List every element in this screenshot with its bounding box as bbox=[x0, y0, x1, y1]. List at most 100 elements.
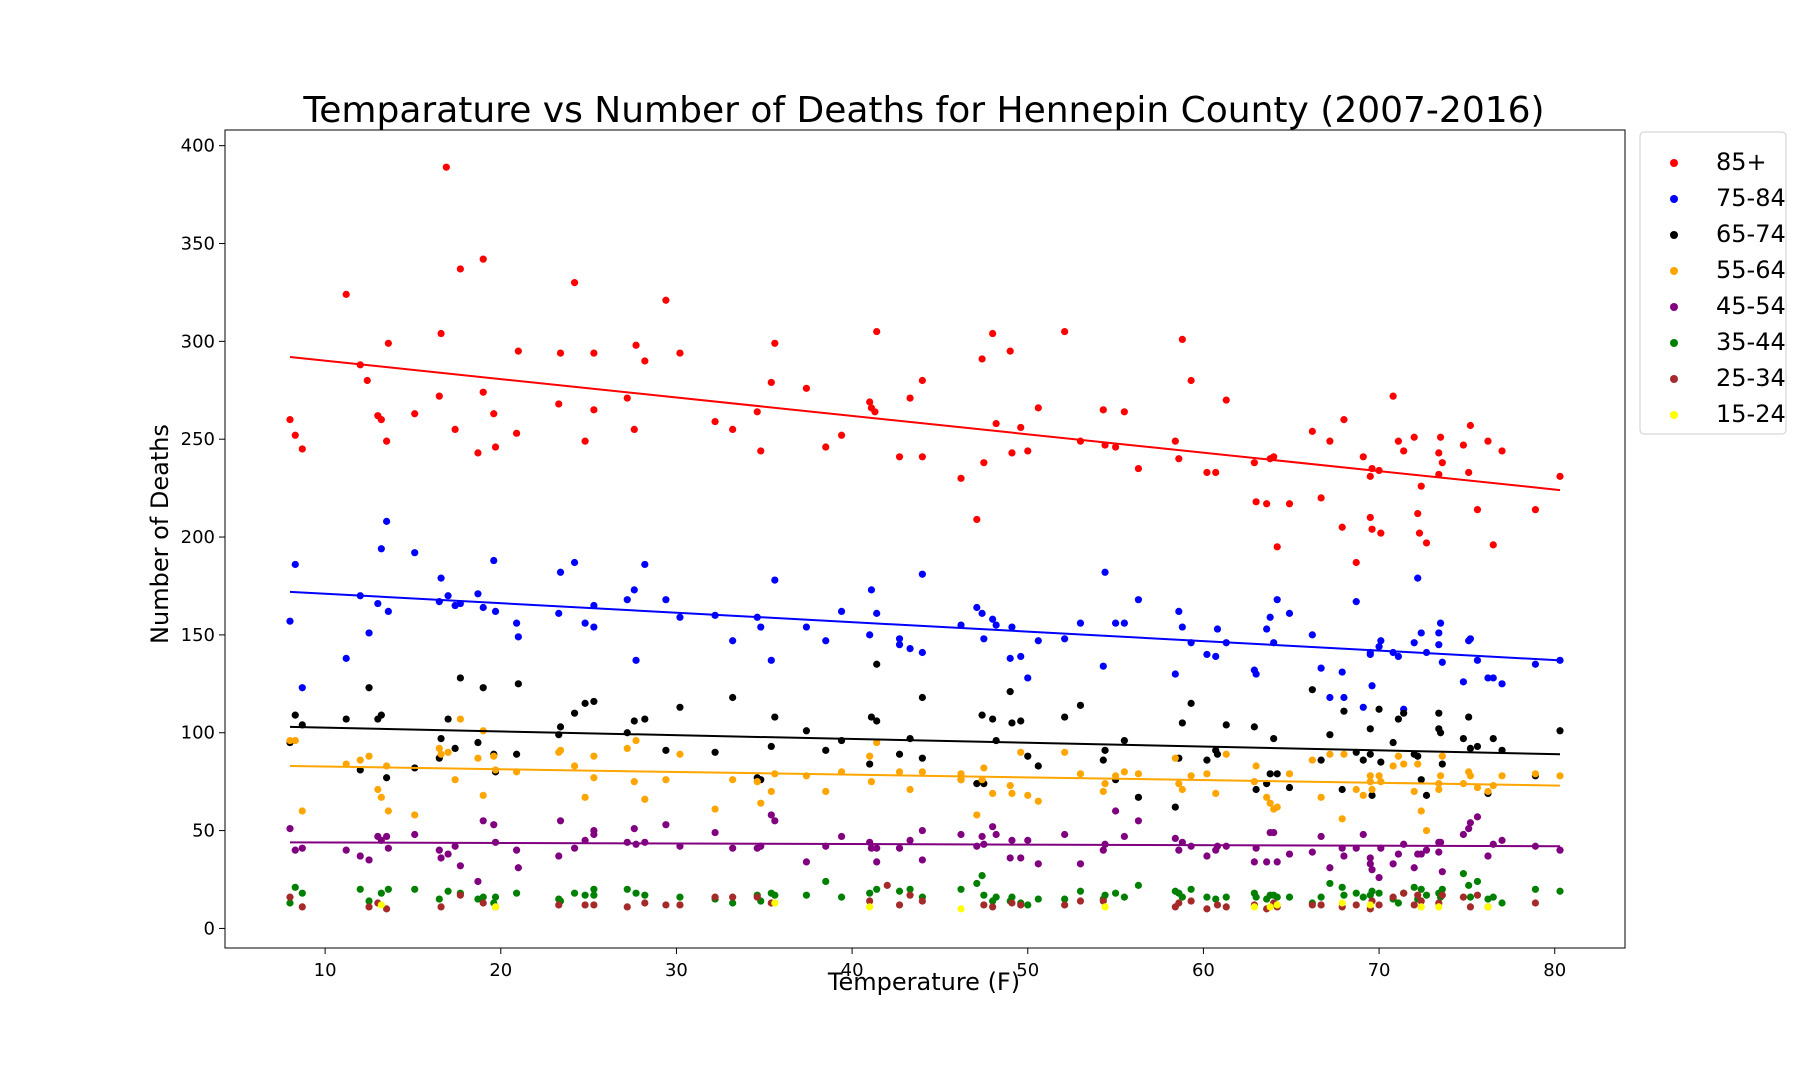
data-point bbox=[1435, 641, 1443, 649]
data-point bbox=[383, 905, 391, 913]
data-point bbox=[556, 568, 565, 576]
data-point bbox=[729, 637, 737, 645]
data-point bbox=[1484, 437, 1492, 445]
data-point bbox=[1340, 693, 1348, 702]
trend-line-85plus bbox=[289, 356, 1561, 492]
data-point bbox=[1366, 750, 1374, 758]
legend-marker bbox=[1670, 339, 1678, 347]
data-point bbox=[590, 349, 598, 357]
data-point bbox=[411, 885, 419, 893]
data-point bbox=[590, 623, 598, 631]
data-point bbox=[491, 893, 500, 901]
data-point bbox=[570, 558, 579, 567]
data-point bbox=[1417, 885, 1425, 893]
data-point bbox=[1076, 860, 1085, 868]
data-point bbox=[1435, 629, 1443, 637]
data-point bbox=[1417, 482, 1425, 490]
data-point bbox=[895, 453, 904, 461]
data-point bbox=[514, 347, 522, 355]
data-point bbox=[1410, 901, 1418, 909]
data-point bbox=[1178, 893, 1186, 901]
chart-title: Temparature vs Number of Deaths for Henn… bbox=[302, 90, 1544, 131]
data-point bbox=[479, 893, 487, 901]
data-point bbox=[1338, 785, 1346, 794]
series-15-24 bbox=[377, 899, 1492, 913]
data-point bbox=[676, 613, 684, 621]
data-point bbox=[1099, 756, 1107, 764]
x-tick-label: 60 bbox=[1192, 960, 1215, 981]
data-point bbox=[1317, 756, 1325, 764]
data-point bbox=[729, 776, 737, 784]
data-point bbox=[291, 431, 299, 439]
data-point bbox=[377, 416, 385, 424]
data-point bbox=[1034, 860, 1042, 868]
data-point bbox=[1008, 893, 1016, 901]
data-point bbox=[1111, 889, 1120, 897]
data-point bbox=[771, 713, 779, 721]
data-point bbox=[1252, 762, 1260, 770]
x-tick-label: 10 bbox=[314, 960, 337, 981]
data-point bbox=[590, 885, 598, 893]
data-point bbox=[1187, 376, 1195, 385]
data-point bbox=[384, 339, 392, 347]
data-point bbox=[1120, 408, 1128, 416]
data-point bbox=[286, 899, 294, 907]
data-point bbox=[1024, 791, 1032, 799]
data-point bbox=[767, 811, 775, 819]
data-point bbox=[1556, 472, 1564, 480]
data-point bbox=[1466, 744, 1475, 752]
data-point bbox=[1394, 652, 1403, 661]
data-point bbox=[1498, 680, 1506, 688]
data-point bbox=[1375, 873, 1383, 882]
data-point bbox=[1270, 735, 1278, 743]
data-point bbox=[822, 443, 830, 451]
data-point bbox=[1366, 854, 1374, 862]
legend-marker bbox=[1670, 303, 1678, 311]
trend-line-65-74 bbox=[289, 725, 1561, 756]
data-point bbox=[1366, 860, 1374, 868]
data-point bbox=[377, 793, 385, 801]
data-point bbox=[1438, 885, 1446, 893]
data-point bbox=[1273, 901, 1281, 909]
data-point bbox=[581, 793, 589, 801]
data-point bbox=[1465, 713, 1473, 721]
data-point bbox=[1317, 664, 1325, 672]
data-point bbox=[1326, 437, 1334, 445]
data-point bbox=[1317, 901, 1325, 909]
data-point bbox=[298, 445, 306, 453]
data-point bbox=[1338, 668, 1346, 676]
data-point bbox=[1366, 650, 1374, 659]
data-point bbox=[590, 697, 598, 706]
data-point bbox=[474, 754, 482, 762]
data-point bbox=[992, 830, 1000, 839]
legend-label: 45-54 bbox=[1716, 292, 1786, 320]
data-point bbox=[512, 429, 521, 437]
data-point bbox=[992, 621, 1000, 629]
data-point bbox=[1017, 652, 1025, 661]
data-point bbox=[918, 648, 926, 657]
data-point bbox=[837, 431, 846, 439]
data-point bbox=[356, 766, 364, 774]
data-point bbox=[1266, 799, 1274, 807]
data-point bbox=[1389, 392, 1397, 400]
data-point bbox=[1099, 787, 1107, 796]
data-point bbox=[556, 349, 565, 357]
data-point bbox=[286, 893, 294, 901]
data-point bbox=[411, 811, 419, 819]
data-point bbox=[1410, 639, 1418, 647]
data-point bbox=[1273, 858, 1281, 866]
data-point bbox=[1400, 889, 1408, 897]
data-point bbox=[973, 603, 981, 612]
data-point bbox=[377, 889, 385, 897]
data-point bbox=[662, 901, 670, 909]
data-point bbox=[1134, 770, 1143, 778]
data-point bbox=[1489, 735, 1497, 743]
data-point bbox=[556, 817, 565, 825]
data-point bbox=[1422, 791, 1431, 799]
data-point bbox=[1438, 459, 1446, 467]
data-point bbox=[771, 339, 779, 347]
data-point bbox=[1436, 619, 1445, 627]
data-point bbox=[873, 660, 881, 668]
data-point bbox=[1414, 891, 1422, 899]
data-point bbox=[451, 425, 459, 434]
